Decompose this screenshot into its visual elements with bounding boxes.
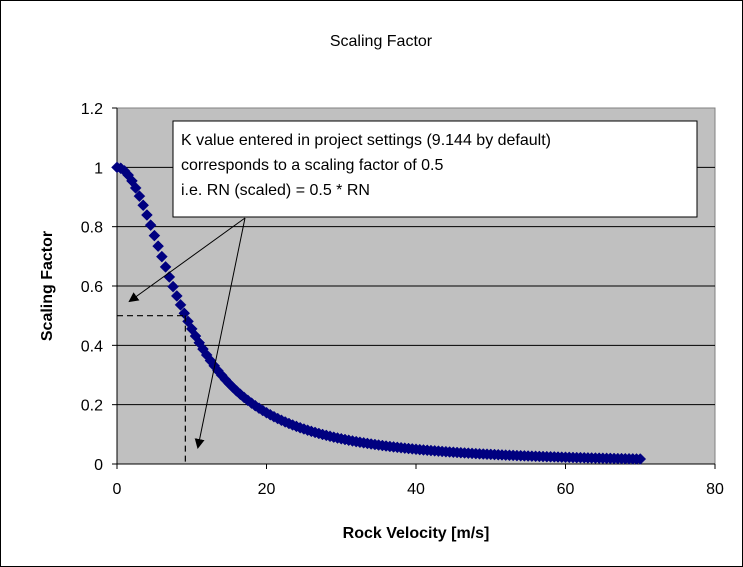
- annotation-arrow-to-x: [194, 217, 246, 449]
- axis-ticks: 0 0.2 0.4 0.6 0.8 1 1.2 0 20 40 60 80: [81, 101, 724, 498]
- x-tick-label-2: 40: [407, 481, 425, 498]
- annotation-line-2: corresponds to a scaling factor of 0.5: [181, 157, 443, 174]
- y-axis-label: Scaling Factor: [39, 231, 56, 341]
- y-tick-label-2: 0.4: [81, 338, 103, 355]
- x-tick-label-3: 60: [557, 481, 575, 498]
- data-point-0-10: [148, 229, 161, 242]
- data-point-0-5: [129, 182, 142, 194]
- annotation-box: K value entered in project settings (9.1…: [172, 120, 698, 218]
- y-tick-label-6: 1.2: [81, 101, 103, 118]
- reference-lines: [117, 315, 186, 464]
- data-point-0-12: [155, 250, 168, 263]
- data-point-0-6: [133, 190, 146, 203]
- data-point-0-13: [159, 261, 172, 273]
- x-axis-label: Rock Velocity [m/s]: [343, 525, 490, 542]
- data-point-0-16: [170, 290, 183, 302]
- y-tick-label-5: 1: [94, 160, 103, 177]
- data-point-0-7: [137, 199, 150, 212]
- data-point-0-15: [167, 280, 179, 293]
- y-tick-label-0: 0: [94, 457, 103, 474]
- x-tick-label-4: 80: [706, 481, 724, 498]
- data-series: [111, 161, 647, 465]
- annotation-line-3: i.e. RN (scaled) = 0.5 * RN: [181, 182, 370, 199]
- data-point-0-8: [141, 209, 153, 221]
- data-point-0-11: [152, 240, 164, 253]
- chart-title: Scaling Factor: [330, 33, 433, 50]
- annotation-arrow-to-y: [128, 217, 246, 303]
- x-tick-label-0: 0: [113, 481, 122, 498]
- y-tick-label-3: 0.6: [81, 279, 103, 296]
- x-tick-label-1: 20: [258, 481, 276, 498]
- y-tick-label-1: 0.2: [81, 398, 103, 415]
- annotation-line-1: K value entered in project settings (9.1…: [181, 132, 551, 149]
- y-tick-label-4: 0.8: [81, 220, 103, 237]
- data-point-0-9: [144, 219, 157, 232]
- data-point-0-140: [634, 453, 647, 465]
- data-point-0-17: [174, 298, 187, 311]
- annotation-box-background: [172, 120, 698, 218]
